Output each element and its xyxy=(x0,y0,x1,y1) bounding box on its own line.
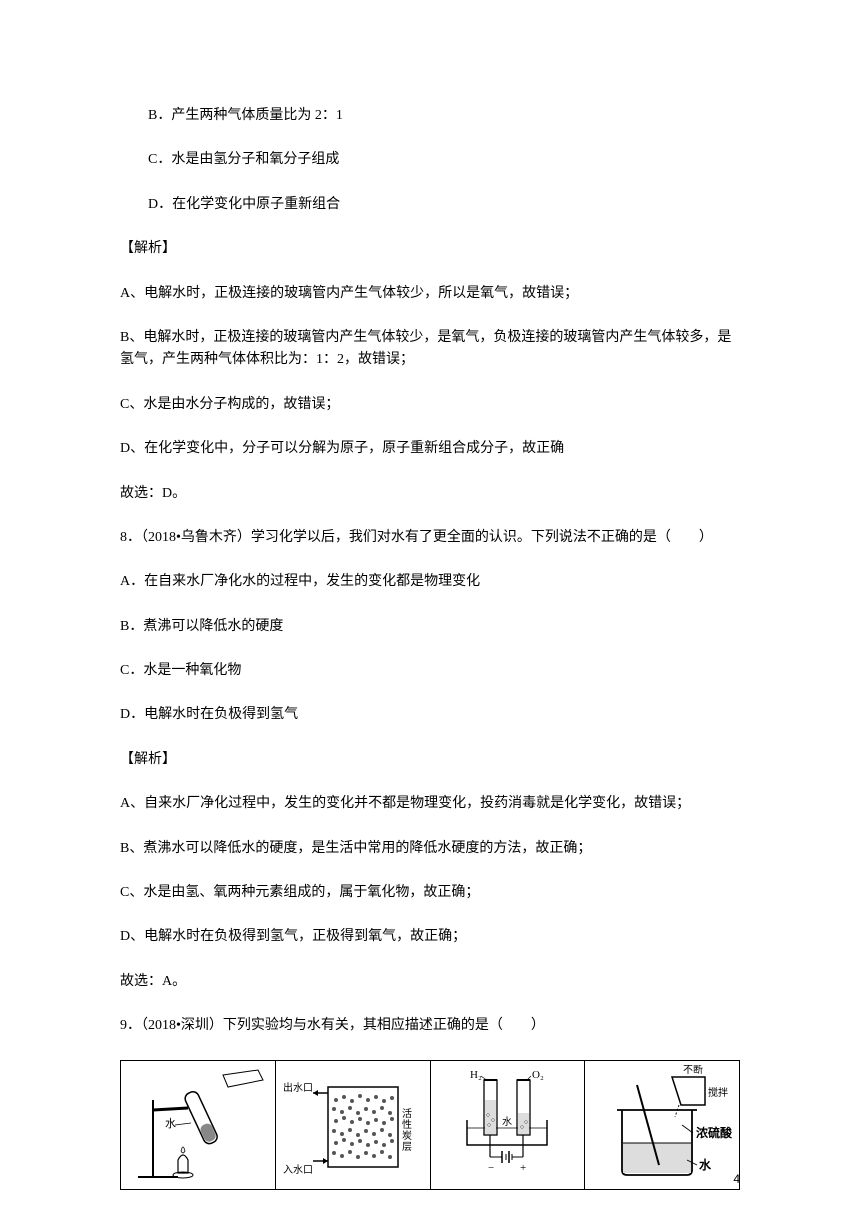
fig2-layer-label-1: 活 xyxy=(402,1108,412,1120)
option-d: D．在化学变化中原子重新组合 xyxy=(120,194,740,216)
q9-stem: 9．（2018•深圳）下列实验均与水有关，其相应描述正确的是（ ） xyxy=(120,1015,740,1037)
analysis-a: A、电解水时，正极连接的玻璃管内产生气体较少，所以是氧气，故错误； xyxy=(120,283,740,305)
figure-1: 水 xyxy=(121,1061,276,1189)
figure-row: 水 出水口 xyxy=(120,1060,740,1190)
fig3-h2-label: H₂ xyxy=(470,1069,482,1081)
fig2-outlet-label: 出水口 xyxy=(283,1081,313,1094)
q8-option-b: B．煮沸可以降低水的硬度 xyxy=(120,616,740,638)
q8-option-a: A．在自来水厂净化水的过程中，发生的变化都是物理变化 xyxy=(120,571,740,593)
fig4-stir-label-2: 搅拌 xyxy=(708,1086,728,1099)
fig3-water-label: 水 xyxy=(502,1116,512,1128)
analysis-c: C、水是由水分子构成的，故错误； xyxy=(120,394,740,416)
figure-3: − + H₂ O₂ 水 xyxy=(431,1061,586,1189)
analysis-label: 【解析】 xyxy=(120,238,740,260)
answer: 故选：D。 xyxy=(120,483,740,505)
q8-analysis-d: D、电解水时在负极得到氢气，正极得到氧气，故正确； xyxy=(120,926,740,948)
fig3-o2-label: O₂ xyxy=(532,1069,544,1081)
option-c: C．水是由氢分子和氧分子组成 xyxy=(120,149,740,171)
fig2-layer-label-2: 性 xyxy=(402,1118,412,1131)
dilution-icon: 不断 搅拌 浓硫酸 水 xyxy=(587,1065,737,1185)
fig4-water-label: 水 xyxy=(699,1157,712,1172)
q8-analysis-b: B、煮沸水可以降低水的硬度，是生活中常用的降低水硬度的方法，故正确； xyxy=(120,838,740,860)
analysis-d: D、在化学变化中，分子可以分解为原子，原子重新组合成分子，故正确 xyxy=(120,438,740,460)
svg-text:−: − xyxy=(488,1162,494,1174)
heating-test-tube-icon: 水 xyxy=(123,1065,273,1185)
fig4-acid-label: 浓硫酸 xyxy=(696,1125,733,1140)
q8-analysis-c: C、水是由氢、氧两种元素组成的，属于氧化物，故正确； xyxy=(120,882,740,904)
page-number: 4 xyxy=(733,1172,740,1186)
q8-analysis-a: A、自来水厂净化过程中，发生的变化并不都是物理变化，投药消毒就是化学变化，故错误… xyxy=(120,793,740,815)
q8-option-d: D．电解水时在负极得到氢气 xyxy=(120,704,740,726)
svg-text:+: + xyxy=(520,1162,526,1174)
fig2-layer-label-3: 炭 xyxy=(402,1130,412,1142)
fig1-water-label: 水 xyxy=(165,1117,176,1130)
figure-4: 不断 搅拌 浓硫酸 水 xyxy=(585,1061,739,1189)
electrolysis-icon: − + H₂ O₂ 水 xyxy=(432,1065,582,1185)
q8-stem: 8．（2018•乌鲁木齐）学习化学以后，我们对水有了更全面的认识。下列说法不正确… xyxy=(120,527,740,549)
fig2-layer-label-4: 层 xyxy=(402,1141,412,1153)
option-b: B．产生两种气体质量比为 2：1 xyxy=(120,105,740,127)
carbon-filter-icon: 出水口 入水口 活 性 炭 层 xyxy=(278,1065,428,1185)
q8-option-c: C．水是一种氧化物 xyxy=(120,660,740,682)
q8-analysis-label: 【解析】 xyxy=(120,749,740,771)
fig4-stir-label-1: 不断 xyxy=(683,1065,703,1076)
document-page: B．产生两种气体质量比为 2：1 C．水是由氢分子和氧分子组成 D．在化学变化中… xyxy=(0,0,860,1230)
figure-2: 出水口 入水口 活 性 炭 层 xyxy=(276,1061,431,1189)
analysis-b: B、电解水时，正极连接的玻璃管内产生气体较少，是氧气，负极连接的玻璃管内产生气体… xyxy=(120,327,740,372)
q8-answer: 故选：A。 xyxy=(120,971,740,993)
fig2-inlet-label: 入水口 xyxy=(283,1164,313,1176)
